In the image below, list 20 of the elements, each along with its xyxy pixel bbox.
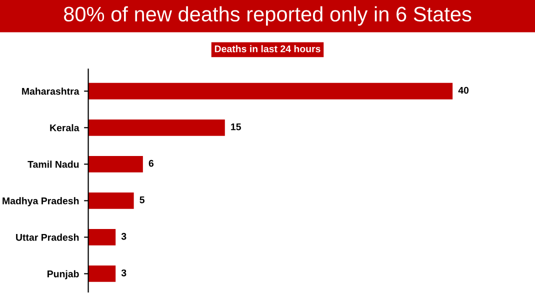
y-tick-label: Maharashtra	[22, 88, 80, 95]
bar	[88, 192, 134, 209]
data-label: 3	[121, 269, 126, 276]
y-tick-label: Punjab	[47, 270, 79, 280]
bar	[88, 265, 116, 282]
y-tick-label: Tamil Nadu	[28, 160, 79, 168]
bar	[88, 228, 116, 246]
data-label: 6	[148, 160, 154, 167]
data-label: 40	[458, 86, 469, 94]
bar	[88, 156, 143, 172]
bar	[88, 82, 453, 100]
data-label: 3	[121, 232, 126, 240]
y-tick-label: Kerala	[50, 124, 80, 132]
chart-title: 80% of new deaths reported only in 6 States	[64, 6, 472, 26]
chart-subtitle: Deaths in last 24 hours	[214, 45, 320, 52]
data-label: 15	[231, 123, 241, 130]
y-tick-label: Uttar Pradesh	[16, 234, 79, 241]
data-label: 5	[140, 196, 145, 204]
y-tick-label: Madhya Pradesh	[2, 197, 79, 206]
bar	[88, 119, 225, 136]
